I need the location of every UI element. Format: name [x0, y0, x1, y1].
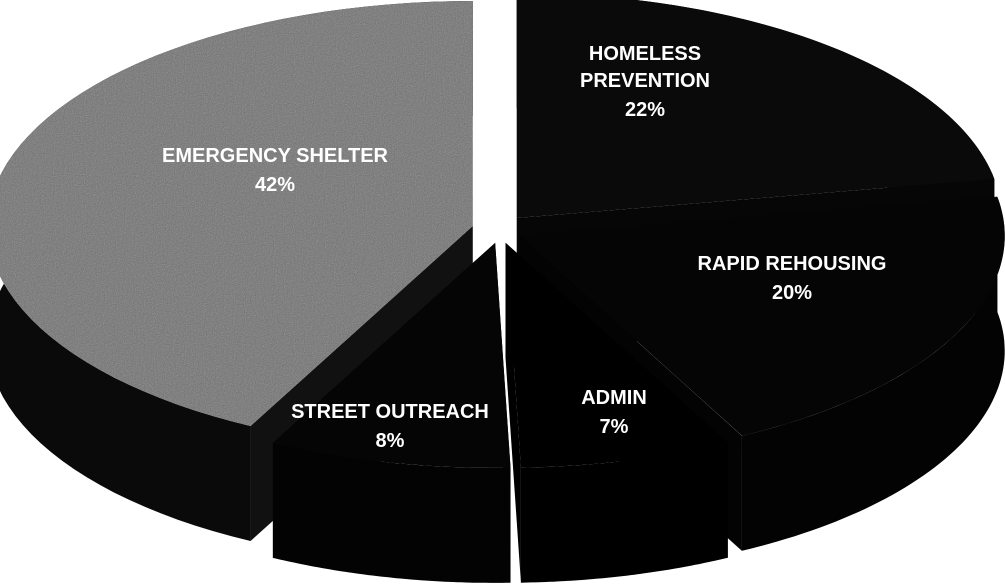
pie-slice-admin	[505, 242, 728, 468]
pie-label-value-admin: 7%	[600, 416, 629, 438]
pie-label-name-street-outreach-0: STREET OUTREACH	[291, 401, 489, 423]
pie-slice-emergency-shelter	[0, 1, 473, 426]
pie-label-street-outreach: STREET OUTREACH 8%	[291, 401, 489, 452]
pie-label-value-rapid-rehousing: 20%	[772, 282, 812, 304]
pie-label-name-homeless-prevention-1: PREVENTION	[580, 70, 710, 92]
pie-labels: HOMELESS PREVENTION 22% RAPID REHOUSING 20% A…	[162, 43, 886, 452]
pie-slice-homeless-prevention	[516, 0, 995, 219]
pie-label-emergency-shelter: EMERGENCY SHELTER 42%	[162, 145, 389, 196]
pie-label-rapid-rehousing: RAPID REHOUSING 20%	[698, 253, 887, 304]
pie-label-homeless-prevention: HOMELESS PREVENTION 22%	[580, 43, 710, 121]
pie-label-name-emergency-shelter-0: EMERGENCY SHELTER	[162, 145, 389, 167]
pie-label-value-street-outreach: 8%	[376, 430, 405, 452]
pie-label-value-homeless-prevention: 22%	[625, 99, 665, 121]
pie-wall-admin-1	[505, 242, 521, 583]
pie-label-name-admin-0: ADMIN	[581, 387, 647, 409]
pie-slice-street-outreach	[272, 242, 511, 468]
pie-slice-rapid-rehousing	[519, 196, 1005, 436]
pie-label-name-homeless-prevention-0: HOMELESS	[589, 43, 701, 65]
pie-label-name-rapid-rehousing-0: RAPID REHOUSING	[698, 253, 887, 275]
pie-label-admin: ADMIN 7%	[581, 387, 647, 438]
pie-label-value-emergency-shelter: 42%	[255, 174, 295, 196]
pie-tops	[0, 0, 1005, 468]
pie-side-rapid-rehousing	[742, 196, 1005, 551]
